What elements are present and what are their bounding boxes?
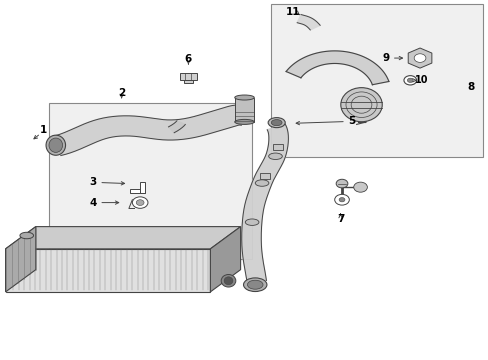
FancyBboxPatch shape — [260, 173, 269, 179]
Text: 7: 7 — [336, 215, 344, 224]
Polygon shape — [5, 226, 36, 292]
Circle shape — [338, 198, 344, 202]
Ellipse shape — [247, 280, 263, 289]
Circle shape — [403, 76, 416, 85]
Circle shape — [413, 54, 425, 62]
FancyBboxPatch shape — [179, 73, 197, 80]
Ellipse shape — [255, 180, 268, 186]
FancyBboxPatch shape — [130, 189, 144, 193]
Circle shape — [335, 179, 347, 188]
Text: 5: 5 — [347, 116, 355, 126]
Ellipse shape — [46, 135, 65, 155]
FancyBboxPatch shape — [140, 182, 144, 193]
FancyBboxPatch shape — [234, 98, 254, 122]
Polygon shape — [241, 124, 288, 282]
Ellipse shape — [221, 274, 235, 287]
Text: 1: 1 — [40, 125, 47, 135]
Circle shape — [353, 182, 366, 192]
FancyBboxPatch shape — [49, 103, 251, 259]
Polygon shape — [53, 105, 247, 156]
Ellipse shape — [20, 232, 34, 239]
Ellipse shape — [243, 278, 266, 292]
Ellipse shape — [267, 118, 285, 128]
Ellipse shape — [49, 138, 62, 152]
Polygon shape — [5, 249, 210, 292]
Text: 9: 9 — [382, 53, 388, 63]
Polygon shape — [285, 51, 388, 85]
Text: 11: 11 — [285, 7, 300, 17]
Polygon shape — [5, 226, 240, 249]
FancyBboxPatch shape — [271, 4, 483, 157]
Polygon shape — [297, 14, 320, 30]
Circle shape — [132, 197, 148, 208]
Circle shape — [136, 200, 144, 206]
FancyBboxPatch shape — [272, 144, 282, 150]
FancyBboxPatch shape — [183, 80, 193, 83]
Text: 2: 2 — [118, 88, 125, 98]
Ellipse shape — [234, 120, 254, 125]
Text: 4: 4 — [89, 198, 97, 208]
Polygon shape — [168, 121, 185, 133]
Ellipse shape — [268, 153, 282, 159]
Text: 10: 10 — [414, 75, 427, 85]
Text: 3: 3 — [89, 177, 97, 187]
Text: 8: 8 — [467, 82, 474, 93]
Polygon shape — [210, 226, 240, 292]
Text: 6: 6 — [184, 54, 192, 64]
Ellipse shape — [340, 87, 382, 122]
Ellipse shape — [234, 95, 254, 100]
Circle shape — [407, 78, 412, 82]
Ellipse shape — [271, 120, 282, 126]
Circle shape — [334, 194, 348, 205]
Ellipse shape — [245, 219, 259, 225]
Ellipse shape — [224, 277, 232, 285]
